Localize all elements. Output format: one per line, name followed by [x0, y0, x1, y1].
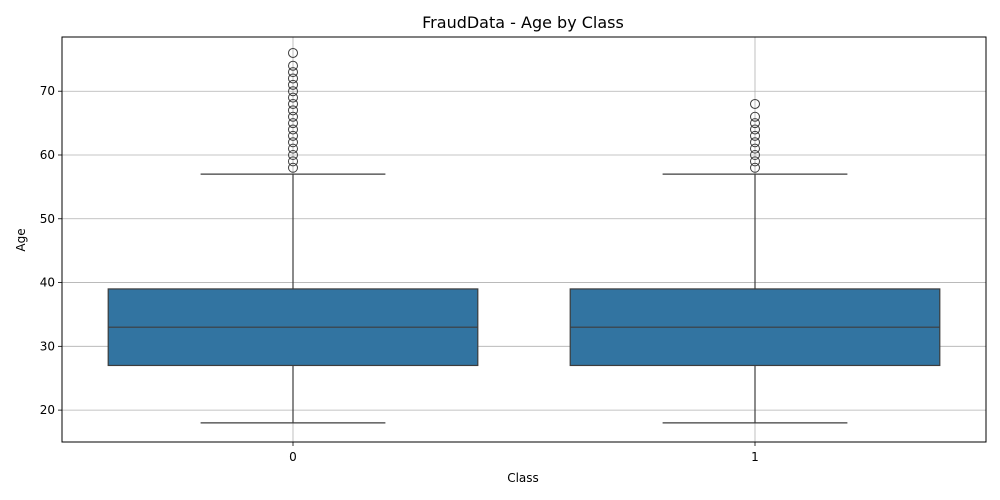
outlier-point [288, 79, 298, 90]
outlier-point [288, 105, 298, 116]
y-tick-label: 30 [40, 339, 55, 353]
outlier-point [288, 137, 298, 148]
outlier-point [750, 124, 760, 135]
x-tick-label: 0 [289, 450, 297, 464]
x-axis-label: Class [507, 471, 539, 485]
outlier-point [288, 98, 298, 109]
outlier-point [288, 86, 298, 97]
outlier-point [288, 60, 298, 71]
y-tick-label: 40 [40, 276, 55, 290]
outlier-point [750, 143, 760, 154]
outlier-point [288, 47, 298, 58]
plot-frame [61, 36, 987, 443]
outlier-point [288, 130, 298, 141]
outlier-point [288, 156, 298, 167]
y-tick-label: 60 [40, 148, 55, 162]
grid [62, 37, 986, 442]
box-class-0 [107, 47, 479, 424]
outlier-point [750, 130, 760, 141]
outlier-point [750, 149, 760, 160]
outlier-point [288, 111, 298, 122]
outlier-point [288, 73, 298, 84]
outlier-point [750, 111, 760, 122]
outlier-point [750, 156, 760, 167]
outlier-point [288, 124, 298, 135]
y-tick-label: 70 [40, 84, 55, 98]
y-tick-label: 50 [40, 212, 55, 226]
x-tick-label: 1 [751, 450, 759, 464]
box-class-1 [569, 98, 941, 424]
outlier-point [750, 98, 760, 109]
y-axis-label: Age [14, 228, 28, 251]
y-axis: 20 30 40 50 60 70 [40, 84, 62, 417]
chart-title: FraudData - Age by Class [422, 13, 624, 32]
outlier-point [288, 162, 298, 173]
box-plots [107, 47, 941, 424]
outlier-point [750, 137, 760, 148]
outlier-point [288, 118, 298, 129]
outlier-point [750, 118, 760, 129]
y-tick-label: 20 [40, 403, 55, 417]
outlier-point [288, 92, 298, 103]
outlier-point [288, 143, 298, 154]
outlier-point [750, 162, 760, 173]
outlier-point [288, 149, 298, 160]
outlier-point [288, 67, 298, 78]
